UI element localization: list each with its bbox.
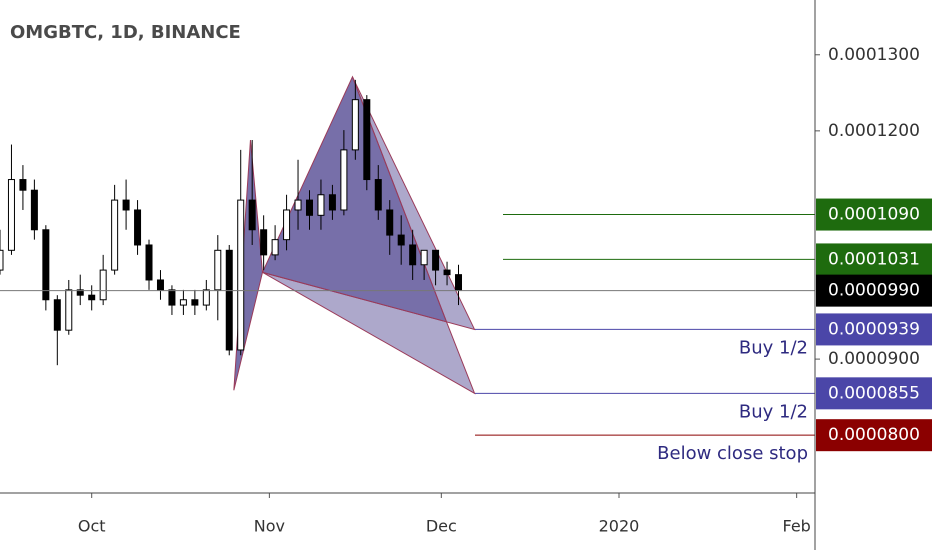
candle-body: [351, 99, 359, 151]
price-label: 0.0000939: [828, 319, 920, 339]
candle-body: [225, 249, 233, 351]
annotation: Buy 1/2: [739, 337, 808, 358]
chart-title: OMGBTC, 1D, BINANCE: [10, 22, 241, 43]
y-tick-label: 0.0000900: [828, 349, 920, 369]
candle-body: [134, 209, 142, 246]
candle-body: [237, 199, 245, 351]
candle-body: [305, 199, 313, 216]
candle-body: [443, 269, 451, 276]
candle-body: [88, 294, 96, 301]
candle-body: [283, 209, 291, 241]
candle-body: [179, 299, 187, 306]
price-label: 0.0001031: [828, 249, 920, 269]
candle-body: [248, 199, 256, 231]
candle-body: [340, 149, 348, 211]
candle-body: [111, 199, 119, 271]
candle-body: [202, 289, 210, 306]
candle-body: [397, 234, 405, 246]
candle-body: [42, 229, 50, 301]
y-tick-label: 0.0001300: [828, 45, 920, 65]
candle-body: [156, 279, 164, 291]
pattern-shape: [262, 271, 476, 395]
x-tick-label: Nov: [254, 517, 285, 536]
candle-body: [260, 229, 268, 256]
candle-body: [317, 194, 325, 216]
y-tick-label: 0.0001200: [828, 121, 920, 141]
x-tick-label: Dec: [426, 517, 457, 536]
candle-body: [99, 269, 107, 301]
price-label-box: [816, 198, 932, 231]
candle-body: [19, 179, 27, 191]
candle-body: [420, 249, 428, 266]
candle-body: [294, 199, 302, 211]
candle-body: [386, 209, 394, 236]
candle-body: [374, 179, 382, 211]
price-label: 0.0000990: [828, 281, 920, 301]
candle-body: [168, 289, 176, 306]
price-label-box: [816, 377, 932, 410]
candle-body: [409, 244, 417, 266]
candle-body: [122, 199, 130, 211]
candle-body: [455, 274, 463, 291]
x-tick-label: Feb: [782, 517, 810, 536]
price-label: 0.0001090: [828, 205, 920, 225]
candle-body: [76, 289, 84, 296]
candle-body: [328, 194, 336, 211]
annotation: Below close stop: [657, 443, 808, 464]
candle-body: [0, 249, 4, 271]
candle-body: [432, 249, 440, 271]
price-label: 0.0000800: [828, 425, 920, 445]
candle-body: [145, 244, 153, 281]
x-tick-label: 2020: [599, 517, 640, 536]
price-label-box: [816, 274, 932, 307]
candle-body: [191, 299, 199, 306]
candle-body: [271, 239, 279, 256]
candle-body: [214, 249, 222, 291]
price-label-box: [816, 313, 932, 346]
x-tick-label: Oct: [78, 517, 106, 536]
price-label-box: [816, 243, 932, 276]
candle-body: [363, 99, 371, 181]
annotation: Buy 1/2: [739, 401, 808, 422]
candle-body: [7, 179, 15, 251]
candle-body: [53, 299, 61, 331]
candle-body: [65, 289, 73, 331]
pattern-shape: [352, 76, 476, 331]
price-label: 0.0000855: [828, 383, 920, 403]
candle-body: [30, 189, 38, 231]
price-label-box: [816, 419, 932, 452]
